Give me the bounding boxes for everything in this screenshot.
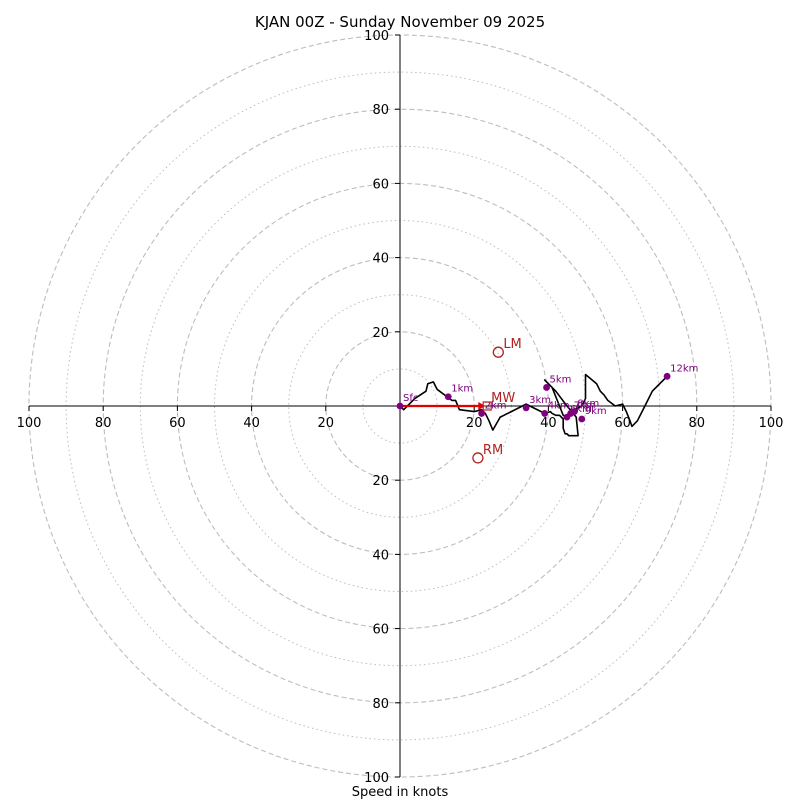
x-tick-label: 40 [540,416,557,431]
height-marker-5km [543,384,550,391]
shear-vector-layer [400,402,486,410]
height-marker-2km [478,410,486,417]
height-label-2km: 2km [485,400,507,411]
y-tick-label: 80 [372,103,389,118]
y-tick-label: 40 [372,252,389,267]
storm-label-MW: MW [491,391,515,406]
storm-label-RM: RM [483,443,503,458]
y-tick-label: 20 [372,474,389,489]
height-marker-9km [578,415,586,423]
height-marker-3km [522,404,530,412]
y-tick-label: 40 [372,548,389,563]
height-marker-4km [541,410,549,417]
shear-vector-arrowhead [478,402,486,410]
y-tick-label: 60 [372,177,389,192]
chart-title: KJAN 00Z - Sunday November 09 2025 [255,13,545,31]
x-tick-label: 100 [17,416,42,431]
y-tick-label: 20 [372,326,389,341]
height-label-7km: 7km [574,400,596,411]
y-tick-label: 100 [364,29,389,44]
x-axis-label: Speed in knots [352,785,449,800]
height-label-Sfc: Sfc [403,393,418,404]
height-label-1km: 1km [451,384,473,395]
x-tick-label: 80 [95,416,112,431]
storm-marker-LM [492,346,504,358]
storm-motion-markers: LM MW RM [472,337,522,464]
height-label-12km: 12km [670,363,698,374]
height-label-9km: 9km [585,406,607,417]
height-label-4km: 4km [548,400,570,411]
y-tick-label: 80 [372,697,389,712]
storm-marker-MW [482,401,492,411]
hodograph-trace [399,373,668,437]
height-label-6km: 6km [570,404,592,415]
height-marker-Sfc [396,402,404,410]
x-tick-label: 60 [169,416,186,431]
y-tick-label: 100 [364,771,389,786]
height-marker-8km [570,408,578,415]
x-tick-label: 20 [466,416,483,431]
x-tick-label: 80 [689,416,706,431]
x-tick-label: 60 [614,416,631,431]
x-tick-label: 100 [759,416,784,431]
x-tick-label: 20 [318,416,335,431]
y-tick-label: 60 [372,623,389,638]
height-marker-1km [444,393,452,401]
height-label-5km: 5km [550,374,572,385]
height-label-3km: 3km [529,395,551,406]
height-marker-12km [663,372,671,380]
height-label-8km: 8km [577,399,599,410]
storm-marker-RM [472,452,484,464]
x-tick-label: 40 [243,416,260,431]
hodograph-trace-layer [399,373,668,437]
storm-label-LM: LM [503,337,521,352]
